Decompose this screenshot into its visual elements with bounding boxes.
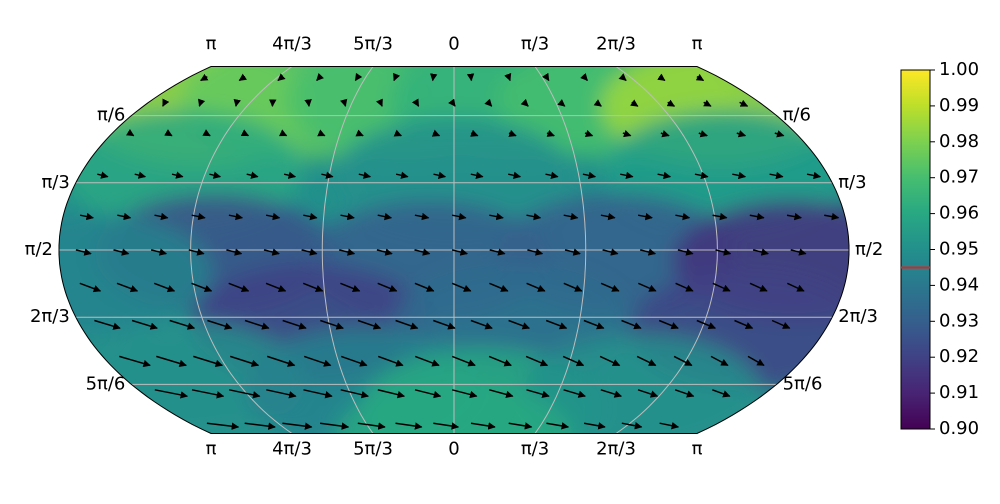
top-tick-label: π/3 (521, 34, 549, 55)
vector-arrow (309, 102, 310, 106)
vector-arrow (471, 442, 495, 443)
top-tick-label: 4π/3 (272, 34, 312, 55)
vector-arrow (397, 442, 422, 443)
right-tick-label: π/2 (855, 239, 883, 260)
colorbar: 1.00 0.99 0.98 0.97 0.96 0.95 0.94 0.93 0.92 0.91… (901, 59, 979, 439)
bottom-tick-label: π (692, 439, 703, 460)
colorbar-tick-label: 1.00 (939, 59, 979, 80)
color-field (0, 40, 913, 500)
map-area (0, 40, 913, 500)
right-tick-label: π/6 (783, 105, 811, 126)
bottom-tick-label: π (206, 439, 217, 460)
colorbar-tick-label: 0.95 (939, 239, 979, 260)
colorbar-tick-label: 0.96 (939, 203, 979, 224)
vector-arrow (433, 77, 434, 81)
top-tick-label: π (206, 34, 217, 55)
top-tick-label: 5π/3 (353, 34, 393, 55)
bottom-tick-label: 4π/3 (272, 439, 312, 460)
bottom-tick-label: 0 (448, 439, 459, 460)
left-tick-label: π/3 (41, 172, 69, 193)
colorbar-tick-label: 0.90 (939, 418, 979, 439)
top-tick-label: 2π/3 (596, 34, 636, 55)
colorbar-tick-label: 0.92 (939, 346, 979, 367)
vector-arrow (236, 102, 237, 106)
vector-arrow (344, 102, 345, 106)
left-tick-label: π/2 (25, 239, 53, 260)
colorbar-gradient (901, 70, 930, 429)
top-tick-label: π (692, 34, 703, 55)
bottom-tick-label: 5π/3 (353, 439, 393, 460)
right-tick-label: 5π/6 (783, 373, 823, 394)
right-tick-label: 2π/3 (838, 306, 878, 327)
left-tick-label: 2π/3 (30, 306, 70, 327)
colorbar-tick-label: 0.98 (939, 131, 979, 152)
left-tick-label: 5π/6 (86, 373, 126, 394)
bottom-tick-label: π/3 (521, 439, 549, 460)
right-tick-label: π/3 (838, 172, 866, 193)
colorbar-tick-label: 0.93 (939, 310, 979, 331)
colorbar-tick-label: 0.91 (939, 382, 979, 403)
colorbar-tick-label: 0.94 (939, 274, 979, 295)
colorbar-ticks: 1.00 0.99 0.98 0.97 0.96 0.95 0.94 0.93 0.92 0.91… (930, 59, 979, 439)
colorbar-tick-label: 0.97 (939, 167, 979, 188)
left-tick-label: π/6 (97, 105, 125, 126)
vector-arrow (471, 77, 472, 81)
vector-arrow (322, 442, 348, 443)
top-tick-label: 0 (448, 34, 459, 55)
colorbar-tick-label: 0.99 (939, 95, 979, 116)
bottom-tick-label: 2π/3 (596, 439, 636, 460)
